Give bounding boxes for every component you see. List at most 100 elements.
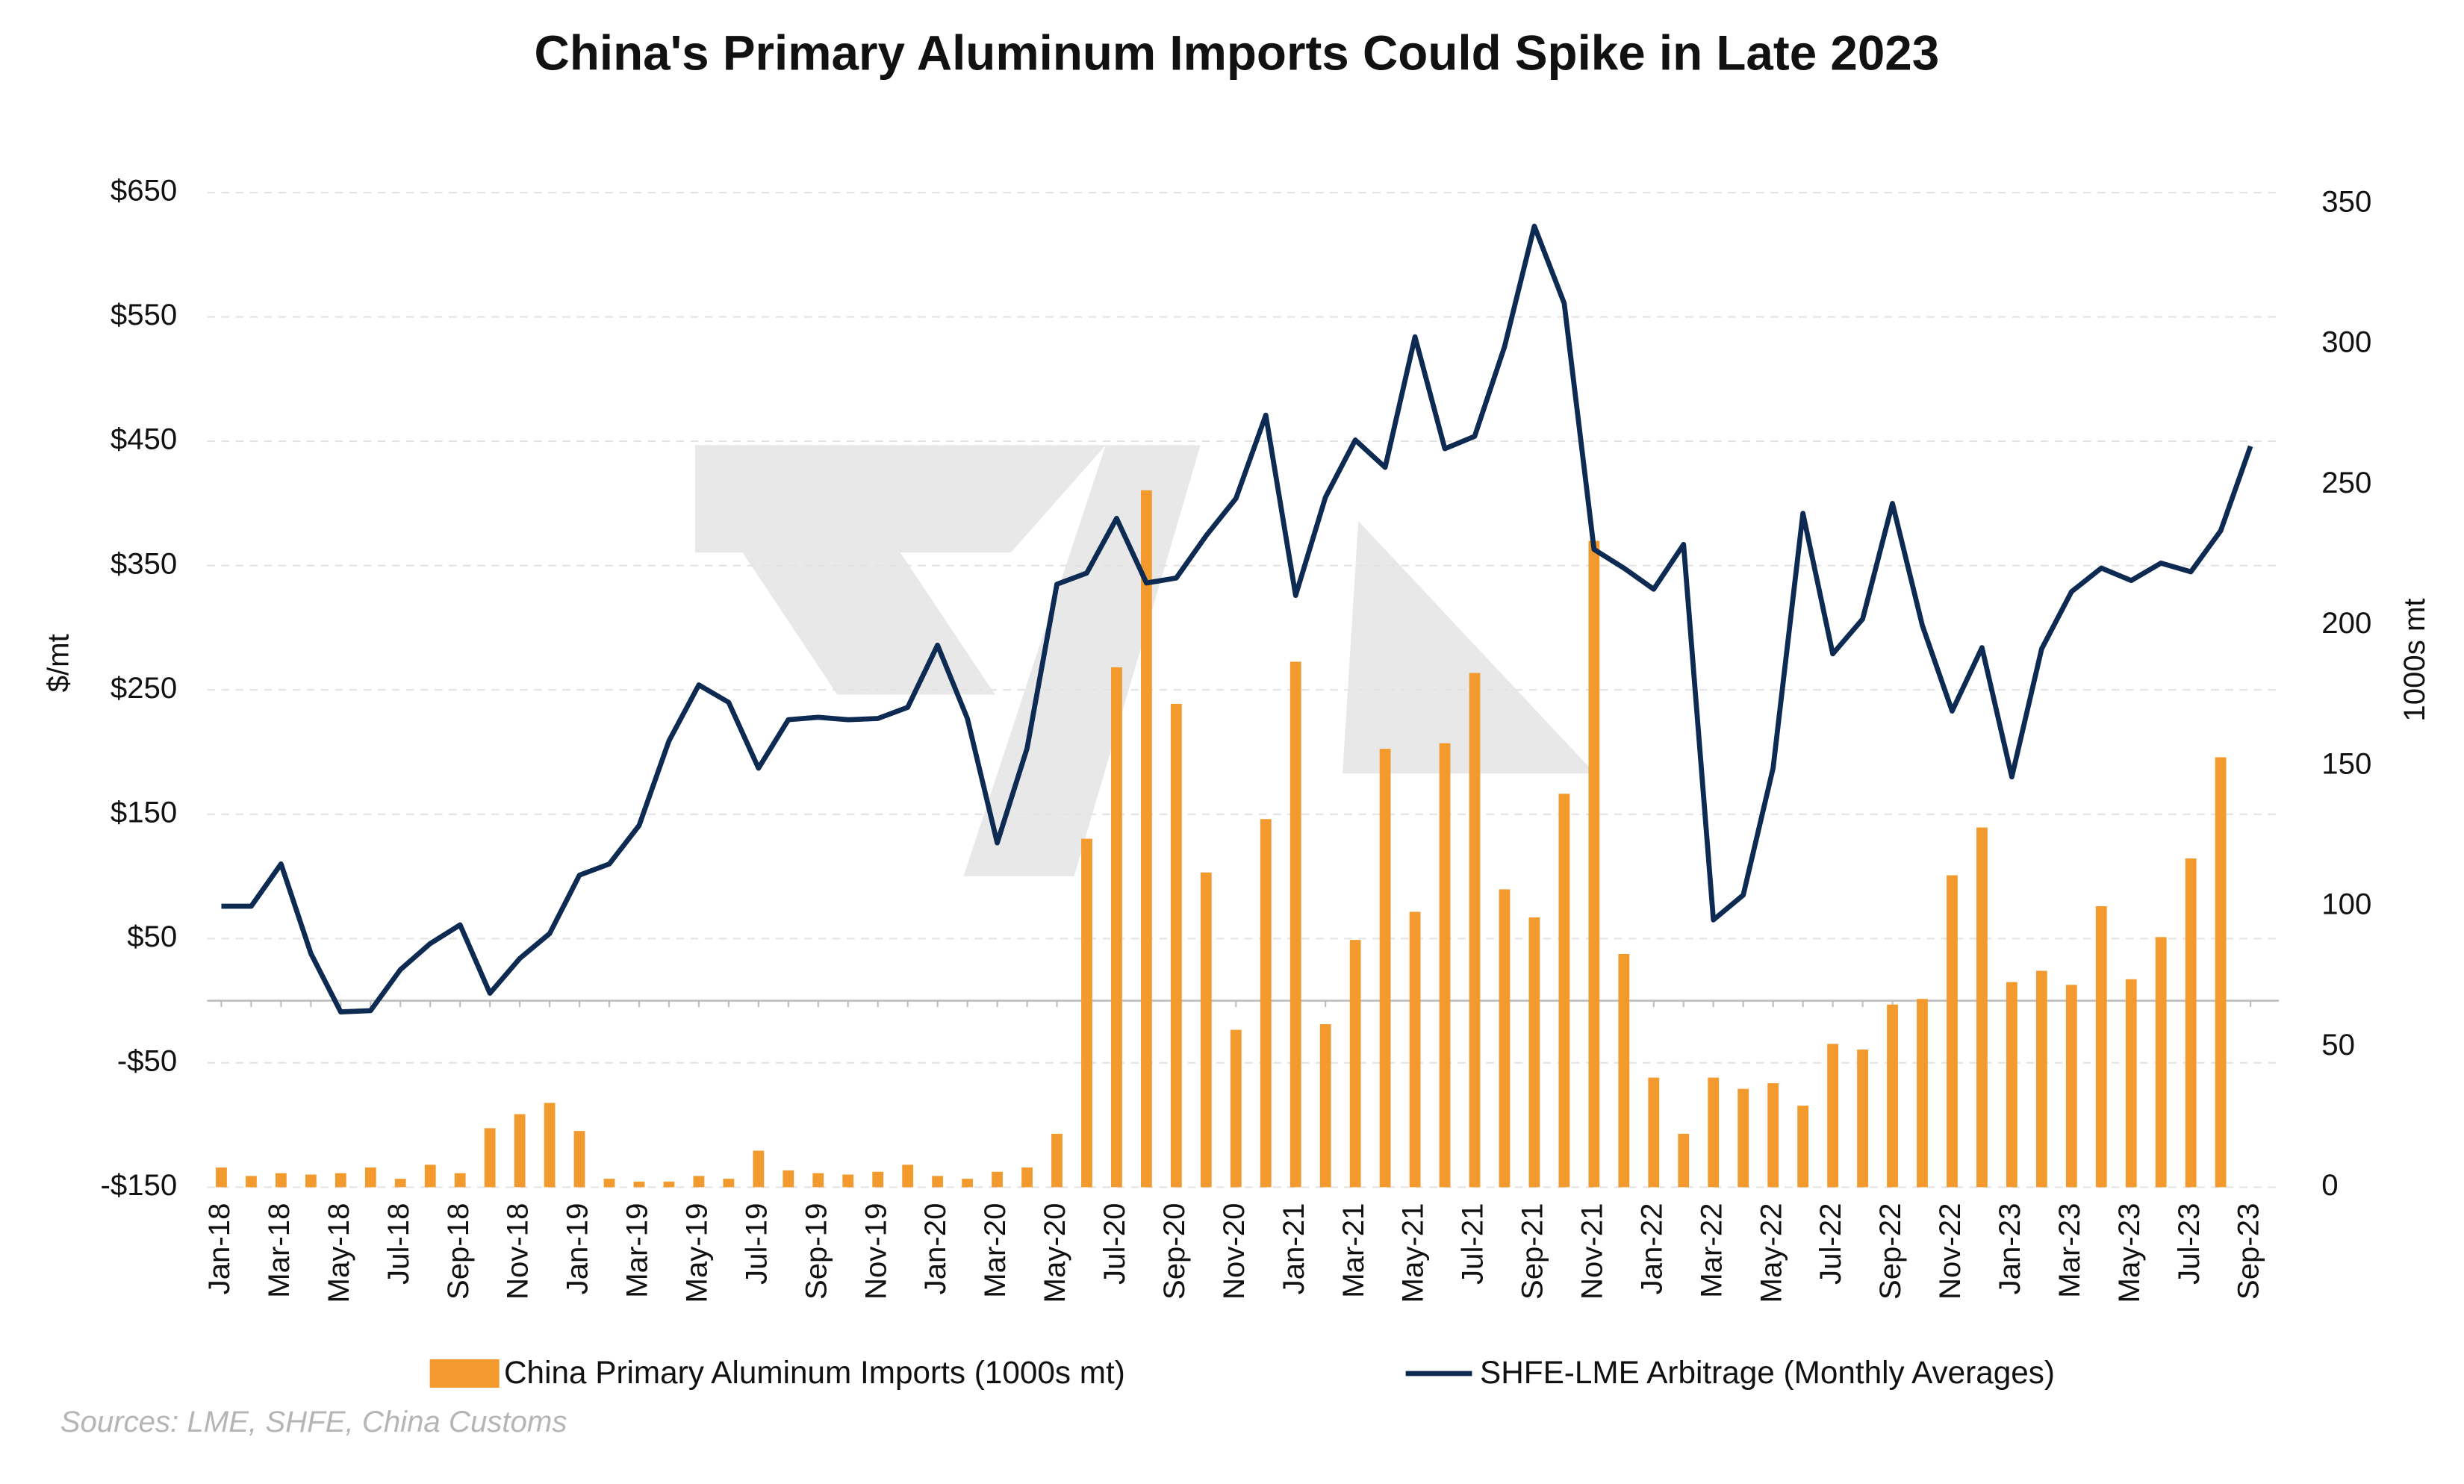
bar: [305, 1174, 317, 1188]
y-tick-label: $650: [111, 174, 177, 208]
bar: [902, 1165, 914, 1188]
y-tick-label: -$150: [101, 1168, 178, 1202]
bar: [1976, 827, 1988, 1188]
bar: [1618, 953, 1630, 1188]
x-tick-label: Nov-21: [1575, 1203, 1608, 1300]
bar: [1708, 1077, 1720, 1188]
y-tick-label: $50: [127, 920, 177, 953]
x-tick-label: May-22: [1754, 1203, 1788, 1303]
x-tick-label: Jan-19: [561, 1203, 594, 1295]
y-tick-label: $150: [111, 795, 177, 829]
bar: [842, 1174, 854, 1188]
bar: [1558, 794, 1570, 1188]
bar: [394, 1179, 406, 1188]
bar: [246, 1176, 257, 1188]
bar: [1200, 872, 1212, 1188]
bar: [1588, 540, 1600, 1188]
x-tick-label: Nov-19: [859, 1203, 892, 1300]
x-tick-label: Mar-19: [620, 1203, 654, 1298]
bar: [1140, 490, 1152, 1188]
y2-tick-label: 100: [2321, 888, 2371, 921]
x-tick-label: May-19: [680, 1203, 714, 1303]
x-tick-label: Jul-23: [2172, 1203, 2206, 1285]
x-tick-label: Mar-20: [978, 1203, 1012, 1298]
x-tick-label: Jul-18: [382, 1203, 415, 1285]
bar: [693, 1176, 705, 1188]
bar: [1887, 1004, 1898, 1188]
bar: [1439, 743, 1451, 1188]
x-tick-label: Mar-23: [2053, 1203, 2086, 1298]
bar: [1260, 819, 1272, 1188]
x-tick-label: Mar-22: [1694, 1203, 1728, 1298]
x-tick-label: May-23: [2112, 1203, 2146, 1303]
legend-label: SHFE-LME Arbitrage (Monthly Averages): [1480, 1355, 2055, 1390]
bar: [872, 1171, 884, 1188]
bar: [2215, 757, 2227, 1188]
bar: [1678, 1133, 1690, 1188]
x-tick-label: Jul-22: [1814, 1203, 1847, 1285]
x-tick-label: Mar-18: [262, 1203, 296, 1298]
bar: [1319, 1024, 1331, 1188]
bar: [1289, 661, 1301, 1188]
line: [221, 223, 2253, 1014]
bar: [424, 1165, 436, 1188]
x-tick-label: Nov-20: [1217, 1203, 1251, 1300]
bar: [2185, 858, 2197, 1188]
bar: [1230, 1029, 1242, 1188]
y2-tick-label: 350: [2321, 184, 2371, 218]
x-tick-label: Sep-22: [1873, 1203, 1907, 1300]
bar: [962, 1179, 974, 1188]
bar: [932, 1176, 944, 1188]
bar: [992, 1171, 1003, 1188]
x-tick-label: Jul-19: [739, 1203, 773, 1285]
bar: [335, 1173, 346, 1188]
y-tick-label: $450: [111, 423, 177, 456]
y-tick-label: $550: [111, 298, 177, 331]
bar: [514, 1114, 526, 1188]
x-tick-label: Sep-18: [441, 1203, 475, 1300]
x-tick-label: May-20: [1038, 1203, 1071, 1303]
x-tick-label: Sep-23: [2232, 1203, 2265, 1300]
bar: [1499, 889, 1511, 1188]
x-tick-label: Sep-20: [1157, 1203, 1191, 1300]
bar: [1797, 1106, 1809, 1188]
bar: [723, 1179, 735, 1188]
y2-tick-label: 0: [2321, 1168, 2338, 1202]
y2-tick-label: 200: [2321, 606, 2371, 640]
y-tick-label: $250: [111, 671, 177, 705]
x-tick-label: Jan-23: [1993, 1203, 2026, 1295]
bar: [2095, 905, 2107, 1188]
y2-tick-label: 250: [2321, 466, 2371, 499]
x-tick-label: Jul-21: [1456, 1203, 1490, 1285]
bar: [1827, 1044, 1838, 1188]
bar: [1857, 1049, 1868, 1188]
bar: [364, 1167, 376, 1188]
bar: [1081, 838, 1092, 1188]
y-axis-label: $/mt: [41, 634, 75, 692]
x-tick-label: Jan-21: [1277, 1203, 1310, 1295]
bar: [454, 1173, 466, 1188]
bar: [1648, 1077, 1660, 1188]
bar: [2155, 937, 2167, 1188]
x-tick-label: Nov-18: [501, 1203, 535, 1300]
bar: [216, 1167, 227, 1188]
bar: [484, 1128, 496, 1188]
bar: [2035, 970, 2047, 1188]
legend-swatch: [429, 1359, 500, 1388]
y2-axis-label: 1000s mt: [2398, 598, 2431, 721]
bar: [1349, 940, 1361, 1188]
y2-tick-label: 150: [2321, 746, 2371, 780]
x-tick-label: Jul-20: [1098, 1203, 1131, 1285]
bar: [1469, 673, 1481, 1188]
bar: [1917, 999, 1928, 1188]
x-tick-label: Jan-22: [1634, 1203, 1668, 1295]
y2-tick-label: 300: [2321, 325, 2371, 359]
bar: [275, 1173, 287, 1188]
x-tick-label: Nov-22: [1933, 1203, 1967, 1300]
bar: [1021, 1167, 1033, 1188]
y-tick-label: $350: [111, 546, 177, 580]
x-tick-label: Mar-21: [1337, 1203, 1370, 1298]
bar: [812, 1173, 824, 1188]
legend-label: China Primary Aluminum Imports (1000s mt…: [504, 1355, 1125, 1390]
